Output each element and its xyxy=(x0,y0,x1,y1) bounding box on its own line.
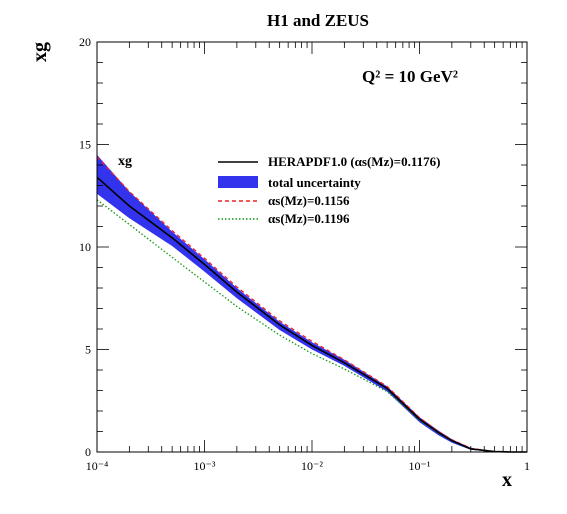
plot-frame xyxy=(96,41,528,453)
y-tick-label: 5 xyxy=(85,343,91,357)
legend-alpha-high-label: αs(Mz)=0.1196 xyxy=(268,211,350,226)
chart-title: H1 and ZEUS xyxy=(267,11,369,30)
y-tick-label: 0 xyxy=(85,445,91,459)
central-line xyxy=(96,176,527,453)
x-tick-label: 10⁻² xyxy=(301,459,323,473)
plot-area xyxy=(96,154,527,453)
curve-label: xg xyxy=(118,154,132,169)
q2-annotation: Q² = 10 GeV² xyxy=(362,67,458,86)
y-tick-label: 15 xyxy=(79,138,91,152)
x-tick-label: 10⁻³ xyxy=(194,459,216,473)
legend: HERAPDF1.0 (αs(Mz)=0.1176) total uncerta… xyxy=(218,154,440,226)
legend-central-label: HERAPDF1.0 (αs(Mz)=0.1176) xyxy=(268,154,440,169)
legend-band-label: total uncertainty xyxy=(268,175,361,190)
x-axis-label: x xyxy=(502,469,512,491)
y-tick-label: 10 xyxy=(79,240,91,254)
x-tick-label: 1 xyxy=(524,459,530,473)
legend-alpha-low-label: αs(Mz)=0.1156 xyxy=(268,193,350,208)
x-tick-label: 10⁻⁴ xyxy=(86,459,109,473)
y-axis-label: xg xyxy=(29,42,51,62)
alpha-low-line xyxy=(96,156,527,453)
legend-band-swatch xyxy=(218,176,258,188)
x-tick-label: 10⁻¹ xyxy=(409,459,431,473)
y-tick-label: 20 xyxy=(79,35,91,49)
